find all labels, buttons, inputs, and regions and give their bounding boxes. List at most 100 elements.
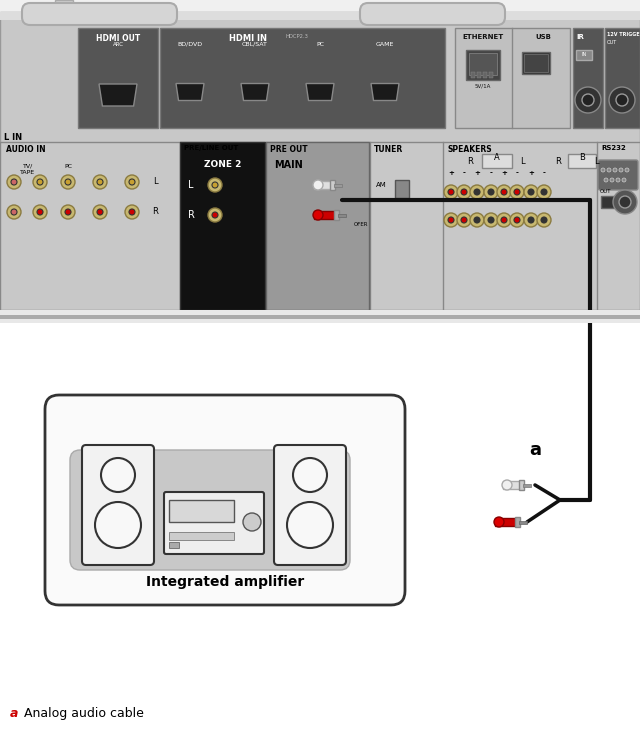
Circle shape [494, 517, 504, 527]
Circle shape [610, 178, 614, 182]
Circle shape [622, 178, 626, 182]
Text: R: R [555, 157, 561, 166]
Bar [573, 28, 603, 128]
Circle shape [65, 179, 71, 185]
Text: L: L [153, 178, 157, 187]
Text: ETHERNET: ETHERNET [462, 34, 504, 40]
Circle shape [208, 178, 222, 192]
Bar [78, 28, 158, 128]
Circle shape [125, 205, 139, 219]
Bar [455, 28, 570, 128]
Polygon shape [176, 84, 204, 101]
Bar [180, 142, 265, 310]
Bar [169, 542, 179, 548]
Circle shape [613, 190, 637, 214]
Circle shape [287, 502, 333, 548]
Circle shape [125, 175, 139, 189]
Text: MAIN: MAIN [274, 160, 303, 170]
Text: +: + [528, 170, 534, 176]
Text: ARC: ARC [113, 42, 124, 47]
Text: L: L [594, 157, 598, 166]
Text: -: - [463, 170, 465, 176]
Text: L: L [520, 157, 524, 166]
FancyBboxPatch shape [22, 3, 177, 25]
Circle shape [514, 189, 520, 195]
Text: PRE OUT: PRE OUT [270, 145, 308, 154]
Circle shape [607, 168, 611, 172]
Circle shape [524, 185, 538, 199]
Circle shape [501, 217, 507, 223]
Circle shape [470, 213, 484, 227]
Bar [469, 53, 497, 75]
Text: B: B [579, 153, 585, 162]
Circle shape [7, 205, 21, 219]
Circle shape [524, 213, 538, 227]
Circle shape [97, 209, 103, 215]
Bar [515, 517, 520, 527]
Circle shape [448, 189, 454, 195]
Bar [524, 54, 548, 72]
Bar [519, 520, 527, 523]
Circle shape [7, 175, 21, 189]
Text: PC: PC [316, 42, 324, 47]
Circle shape [33, 205, 47, 219]
Circle shape [65, 209, 71, 215]
Circle shape [501, 189, 507, 195]
Circle shape [575, 87, 601, 113]
Circle shape [33, 175, 47, 189]
Text: CBL/SAT: CBL/SAT [242, 42, 268, 47]
Bar [466, 50, 500, 80]
Text: -: - [516, 170, 518, 176]
Circle shape [11, 209, 17, 215]
Text: HDMI OUT: HDMI OUT [96, 34, 140, 43]
FancyBboxPatch shape [82, 445, 154, 565]
Text: R: R [152, 207, 158, 216]
Circle shape [313, 180, 323, 190]
FancyBboxPatch shape [598, 160, 638, 190]
Bar [334, 210, 339, 220]
Circle shape [129, 179, 135, 185]
Text: +: + [501, 170, 507, 176]
Circle shape [93, 205, 107, 219]
Bar [523, 483, 531, 487]
Circle shape [129, 209, 135, 215]
Bar [266, 142, 369, 310]
Text: TV/: TV/ [23, 164, 33, 169]
Bar [169, 532, 234, 540]
Bar [483, 72, 487, 78]
Circle shape [528, 217, 534, 223]
Circle shape [474, 189, 480, 195]
Text: PC: PC [64, 164, 72, 169]
Text: OUT: OUT [607, 40, 617, 45]
Text: OUT: OUT [600, 189, 611, 194]
Text: +: + [474, 170, 480, 176]
Bar [522, 52, 550, 74]
Circle shape [101, 458, 135, 492]
Bar [568, 154, 596, 168]
Text: L IN: L IN [4, 133, 22, 142]
FancyBboxPatch shape [360, 3, 505, 25]
FancyBboxPatch shape [274, 445, 346, 565]
FancyBboxPatch shape [45, 395, 405, 605]
Text: ZONE 2: ZONE 2 [204, 160, 242, 169]
Text: TAPE: TAPE [20, 170, 36, 175]
Circle shape [37, 179, 43, 185]
Circle shape [212, 182, 218, 188]
Circle shape [488, 189, 494, 195]
Text: -: - [490, 170, 492, 176]
Text: +: + [448, 170, 454, 176]
Bar [0, 319, 640, 323]
Circle shape [502, 480, 512, 490]
Circle shape [293, 458, 327, 492]
Bar [334, 184, 342, 187]
Circle shape [448, 217, 454, 223]
FancyBboxPatch shape [164, 492, 264, 554]
Bar [0, 142, 640, 310]
Circle shape [528, 189, 534, 195]
Circle shape [470, 185, 484, 199]
Text: GAME: GAME [376, 42, 394, 47]
Circle shape [93, 175, 107, 189]
Text: L: L [188, 180, 193, 190]
Text: BD/DVD: BD/DVD [177, 42, 203, 47]
Circle shape [604, 178, 608, 182]
